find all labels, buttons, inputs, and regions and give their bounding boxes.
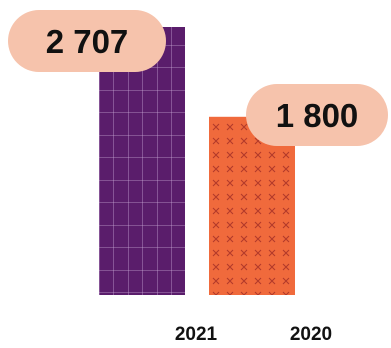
value-labels-group: 2 707 1 800 [8, 10, 388, 146]
bars-group [99, 27, 295, 295]
bar-2020 [209, 116, 295, 295]
category-labels-group: 2021 2020 [175, 324, 332, 345]
value-label-2020: 1 800 [276, 97, 359, 134]
value-label-2021: 2 707 [46, 23, 129, 60]
category-label-2020: 2020 [290, 324, 332, 345]
category-label-2021: 2021 [175, 324, 218, 345]
value-bubble-2020 [246, 84, 388, 146]
value-bubble-2021 [8, 10, 166, 72]
